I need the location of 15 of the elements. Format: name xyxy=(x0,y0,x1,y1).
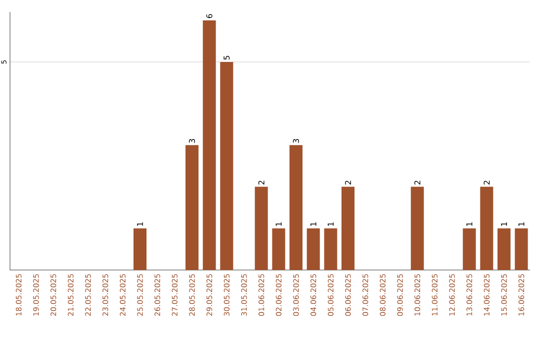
bar xyxy=(202,20,216,270)
bar xyxy=(220,62,234,270)
bar xyxy=(498,228,511,270)
bar xyxy=(134,228,146,270)
bar xyxy=(324,228,338,270)
bar xyxy=(462,228,476,270)
bar xyxy=(290,145,302,270)
bar xyxy=(514,228,528,270)
bar xyxy=(306,228,320,270)
bar xyxy=(254,186,268,270)
bar xyxy=(342,186,355,270)
bar xyxy=(480,186,494,270)
bar xyxy=(272,228,286,270)
bar xyxy=(186,145,198,270)
bar xyxy=(410,186,424,270)
